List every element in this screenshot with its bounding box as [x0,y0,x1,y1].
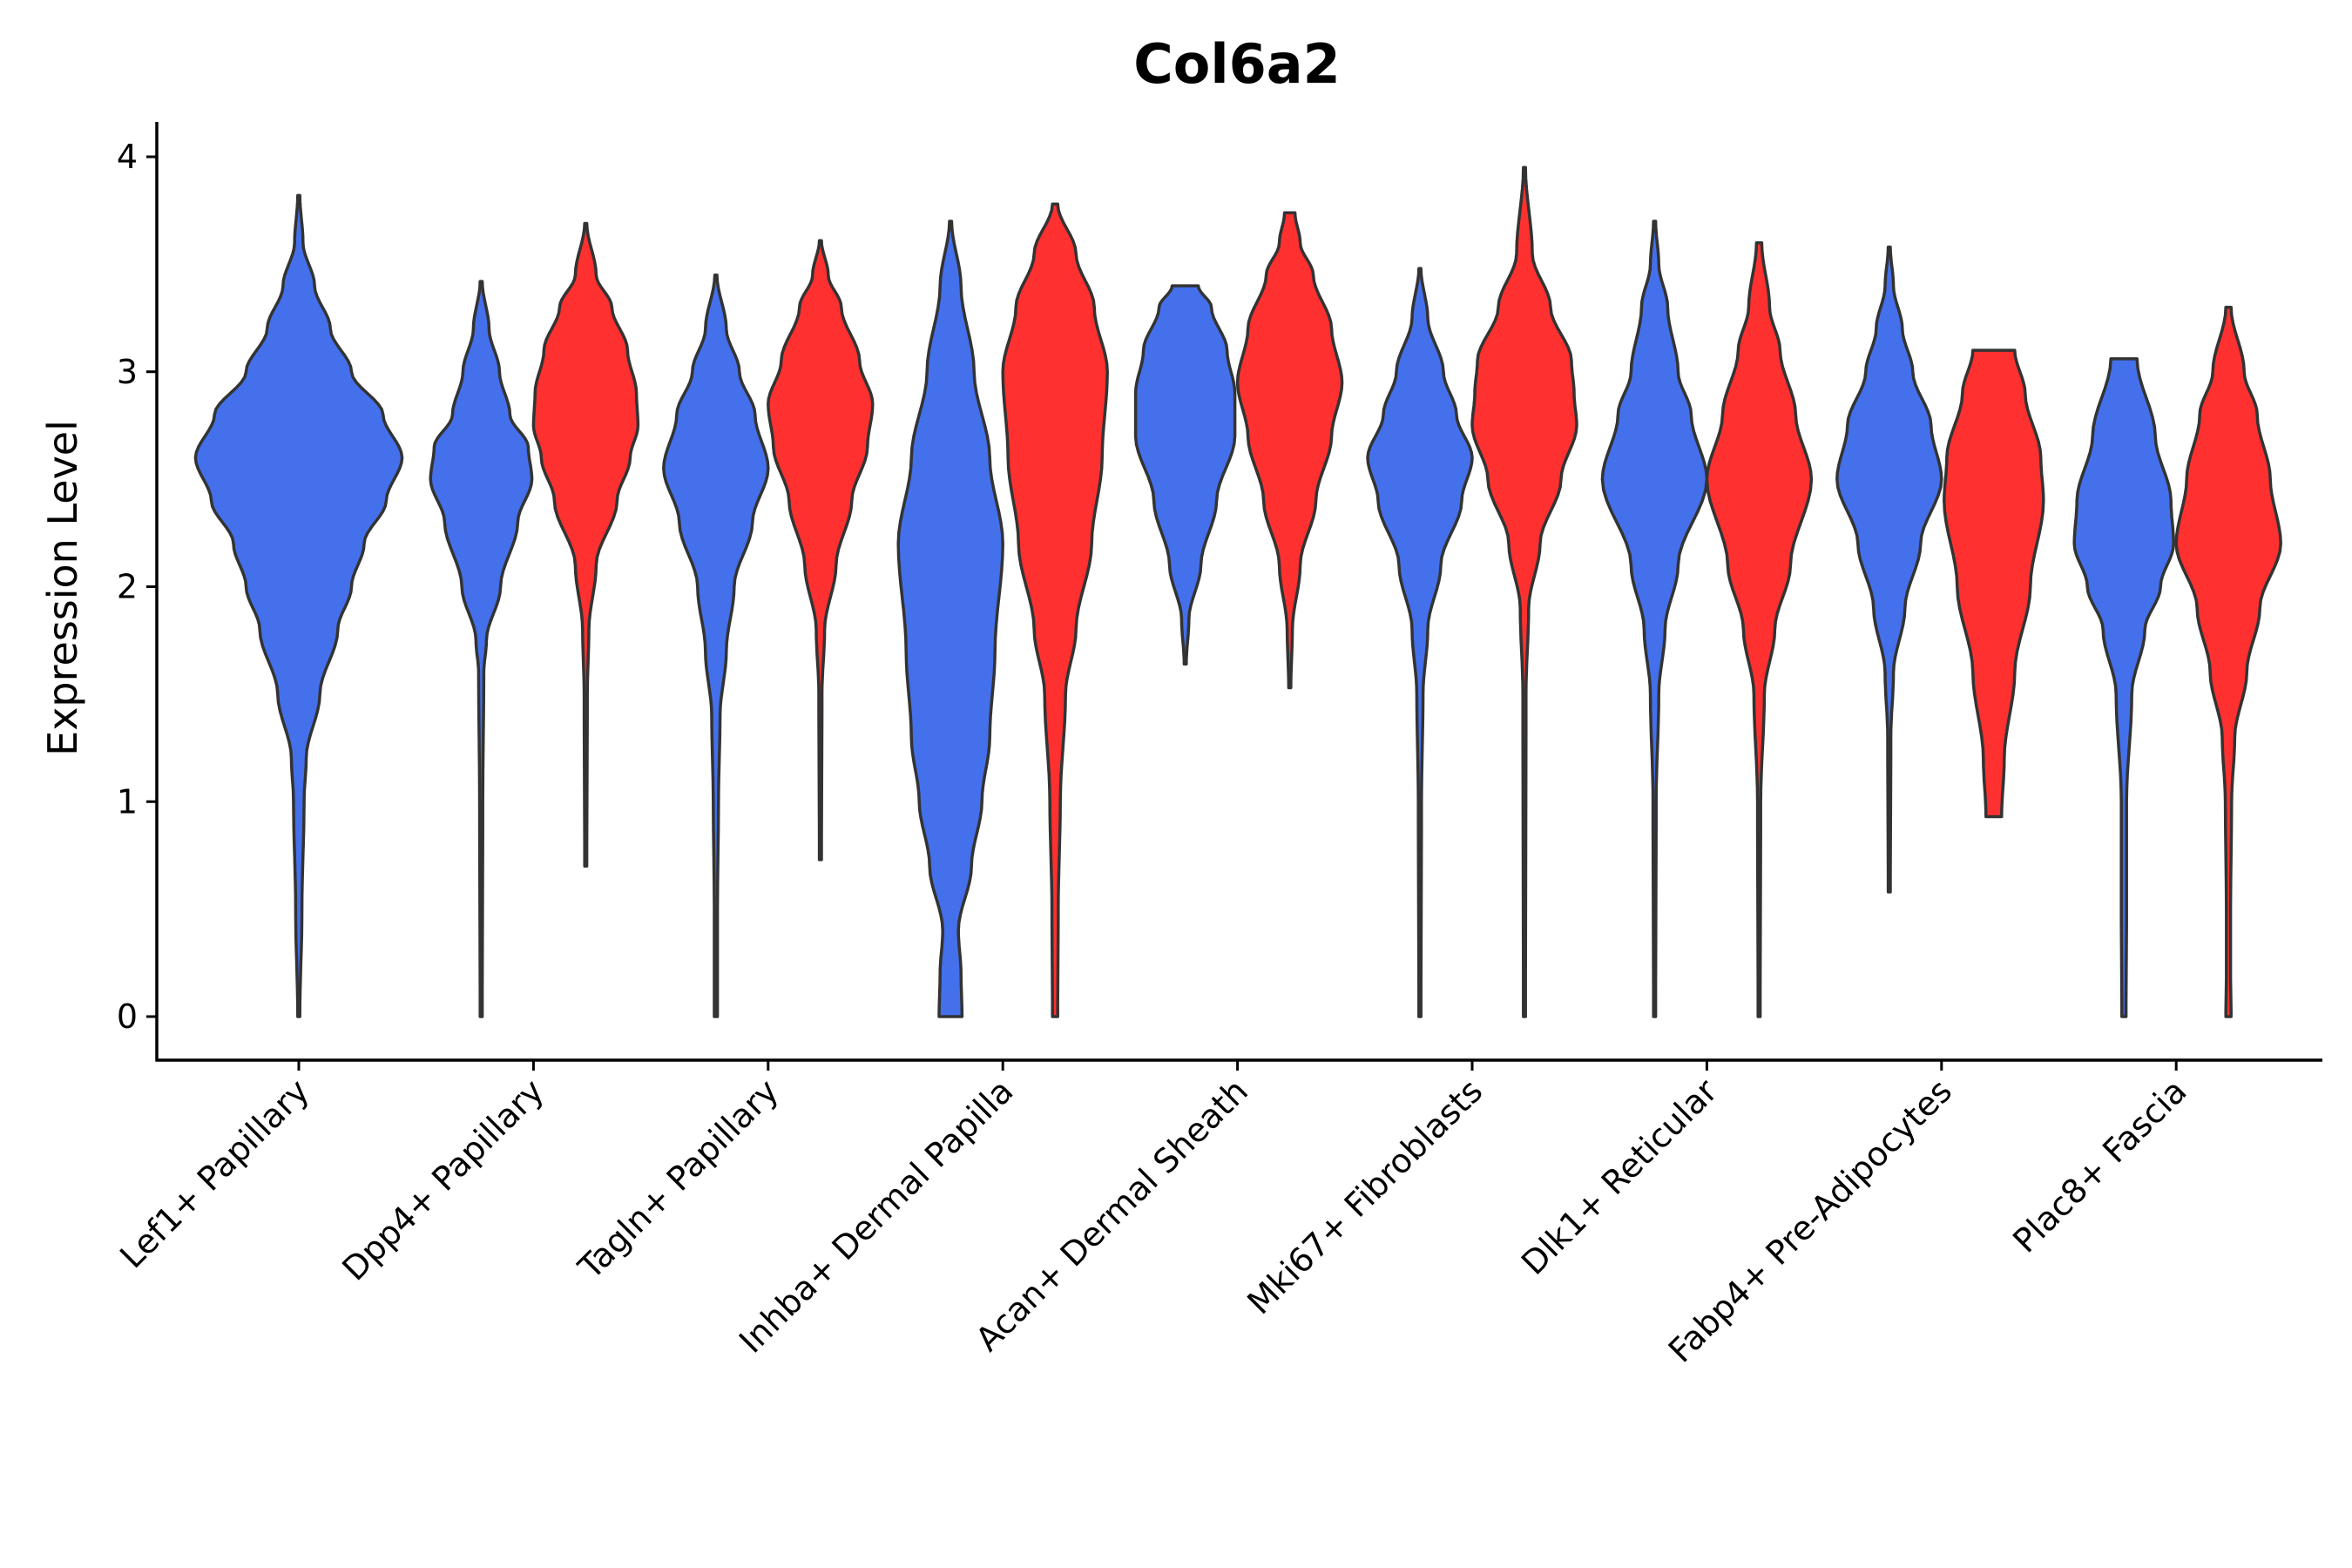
violin-dlk1-reticular-B [1705,240,1814,1018]
violin-plac8-fascia-A [2072,357,2175,1018]
y-tick-label: 4 [117,138,138,176]
violin-lef1-papillary-A [193,193,404,1018]
y-tick-label: 3 [117,353,138,391]
y-tick-label: 2 [117,568,138,606]
violin-inhba-dermal-papilla-B [1001,202,1109,1018]
violin-fabp4-pre-adipocytes-A [1835,245,1943,894]
x-tick-label: Dpp4+ Papillary [335,1071,551,1288]
x-tick-label: Lef1+ Papillary [112,1071,316,1275]
violin-acan-dermal-sheath-B [1235,211,1344,690]
violin-plac8-fascia-B [2174,305,2282,1018]
violin-dpp4-papillary-B [531,221,640,868]
violin-acan-dermal-sheath-A [1133,284,1237,666]
x-tick-label: Dlk1+ Reticular [1514,1071,1725,1282]
y-axis-label: Expression Level [39,420,86,756]
violin-mki67-fibroblasts-B [1470,166,1578,1018]
x-tick-label: Mki67+ Fibroblasts [1240,1071,1490,1321]
chart-title: Col6a2 [1133,32,1340,96]
x-tick-label: Acan+ Dermal Sheath [969,1071,1255,1358]
violin-tagln-papillary-A [662,273,770,1018]
violin-mki67-fibroblasts-A [1366,267,1474,1018]
violin-dlk1-reticular-A [1600,220,1709,1018]
violin-inhba-dermal-papilla-A [896,220,1004,1018]
violin-dpp4-papillary-A [429,280,534,1018]
violins-layer [193,166,2282,1018]
violin-tagln-papillary-B [767,239,875,862]
y-tick-label: 1 [117,782,138,821]
x-tick-label: Tagln+ Papillary [571,1071,786,1287]
y-tick-label: 0 [117,997,138,1036]
x-tick-label: Inhba+ Dermal Papilla [732,1071,1021,1361]
x-tick-label: Plac8+ Fascia [2005,1071,2193,1260]
violin-fabp4-pre-adipocytes-B [1943,348,2045,819]
